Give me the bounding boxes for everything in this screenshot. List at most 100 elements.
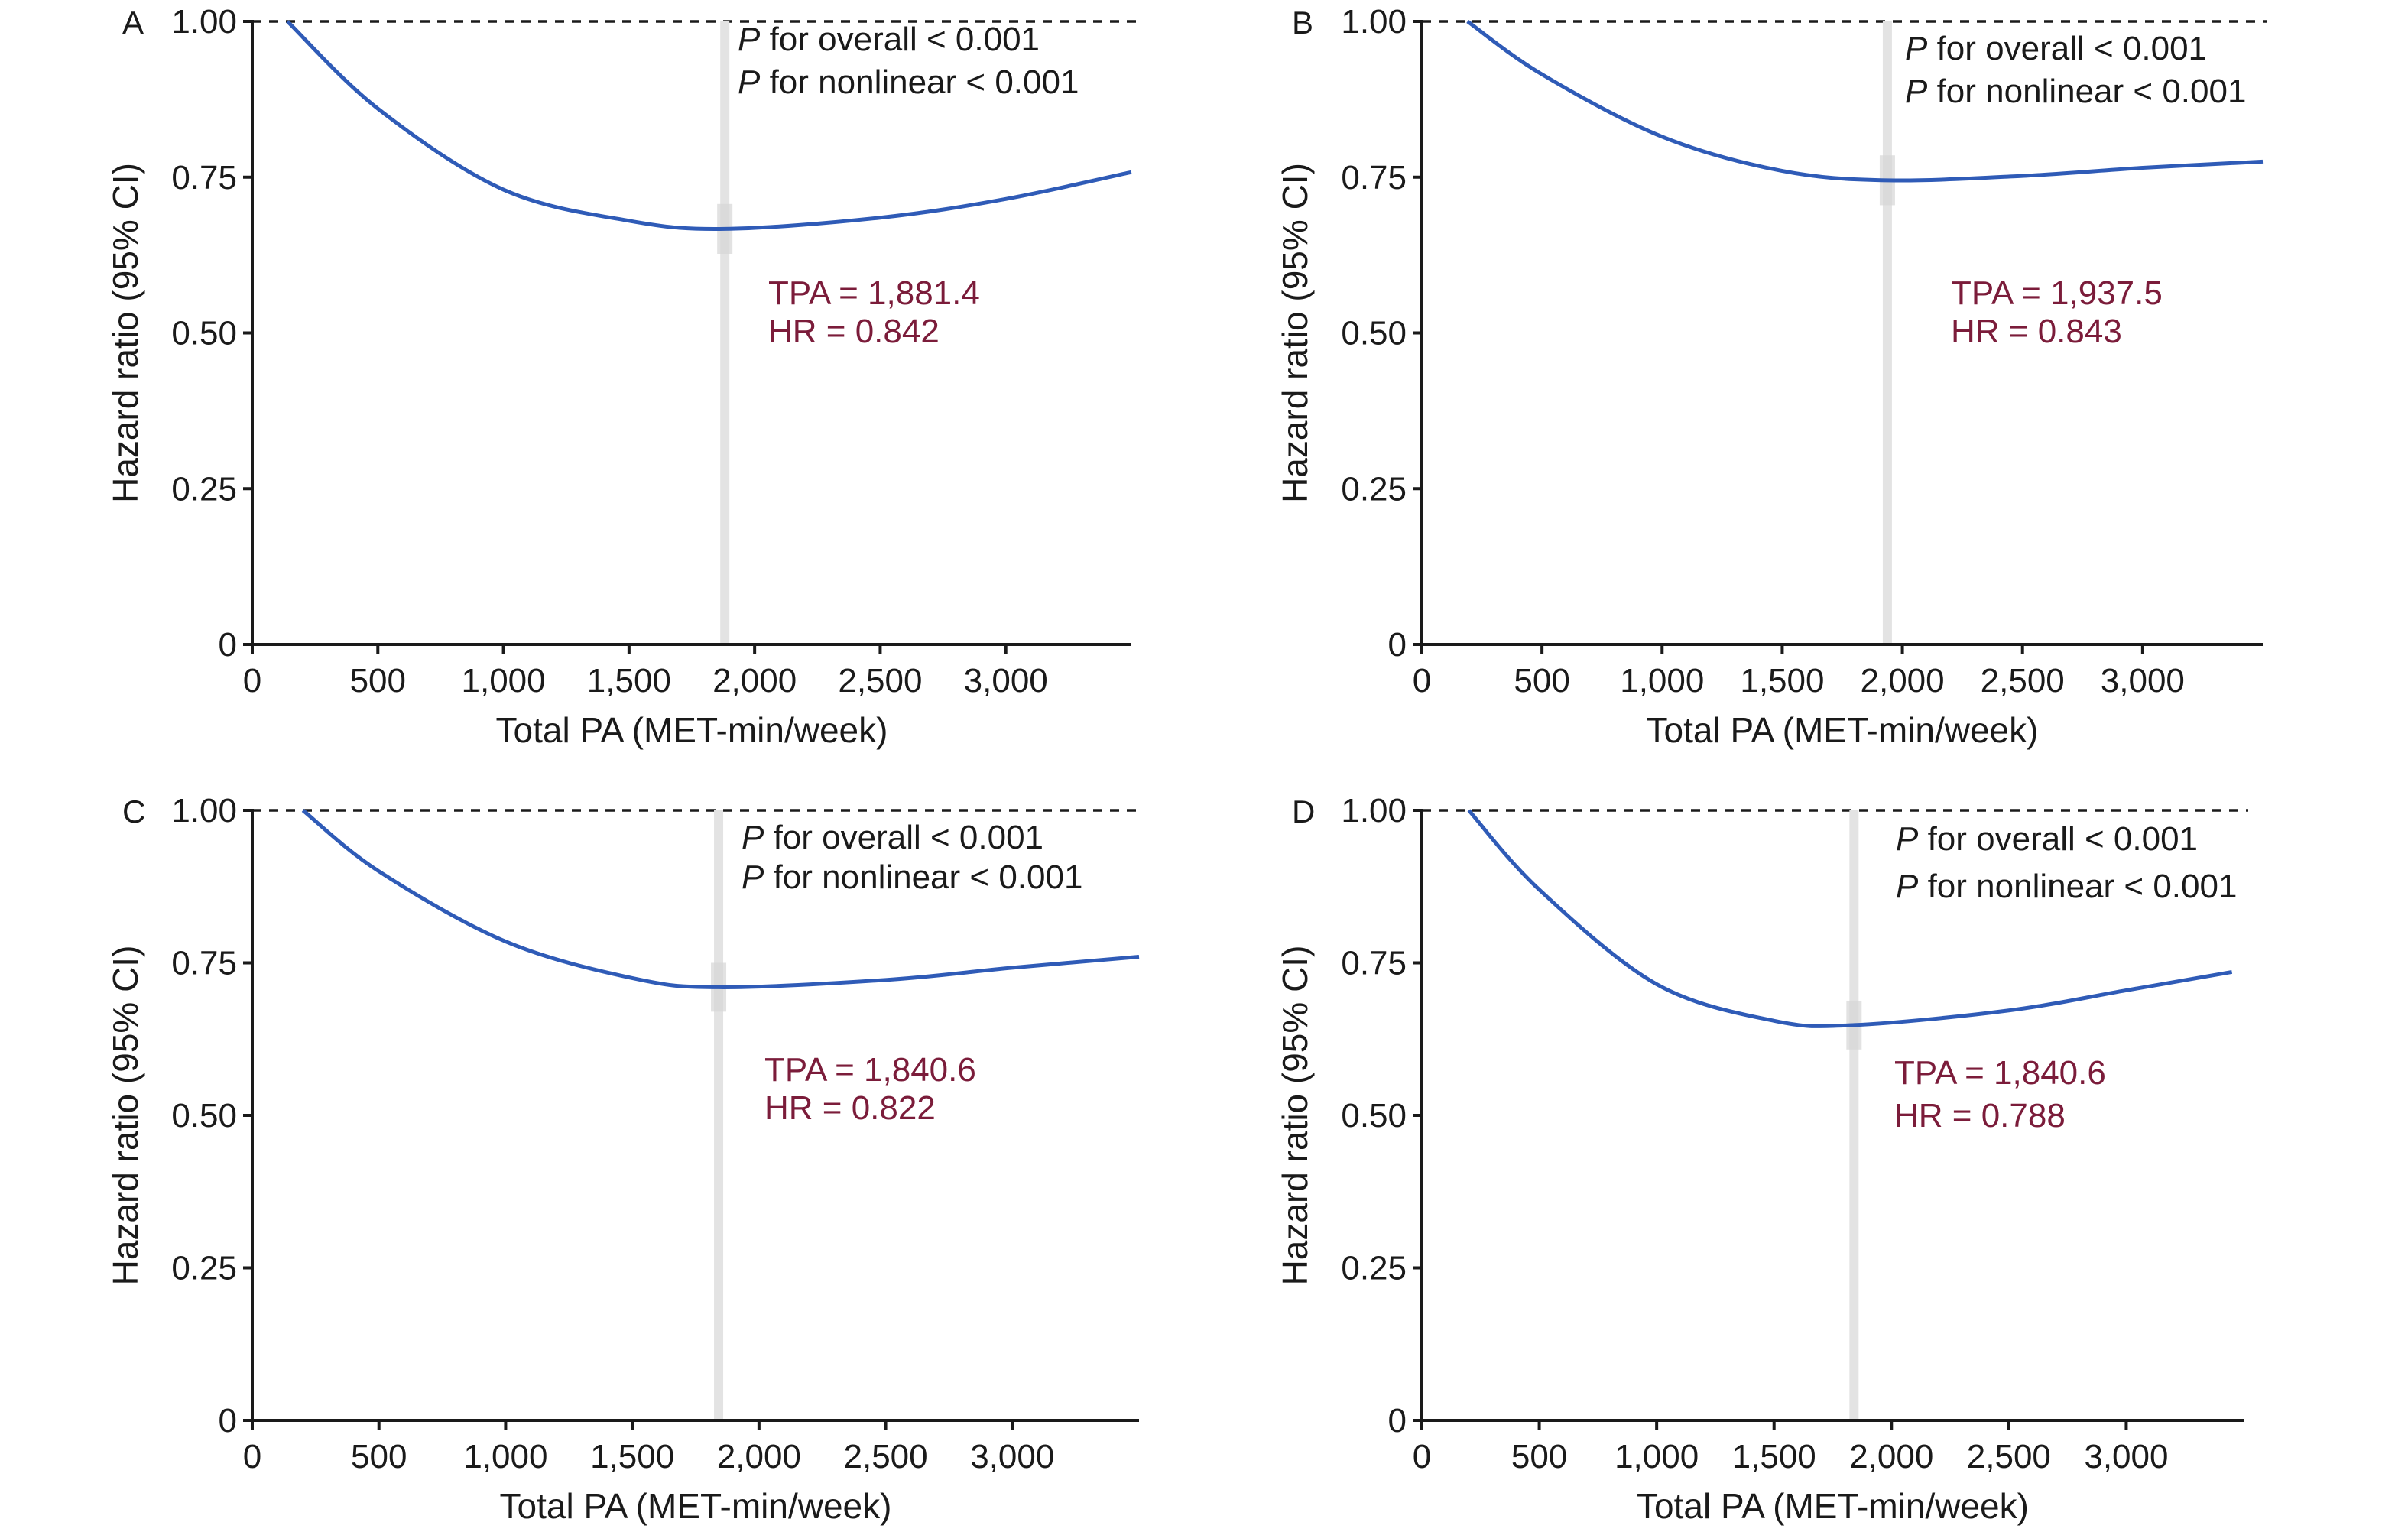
- y-tick-label: 1.00: [171, 3, 237, 41]
- tpa-annotation: TPA = 1,937.5: [1951, 274, 2163, 312]
- x-axis-label: Total PA (MET-min/week): [496, 710, 888, 750]
- x-axis-label: Total PA (MET-min/week): [1647, 710, 2039, 750]
- y-tick-label: 0.25: [1341, 470, 1407, 508]
- x-tick-label: 2,000: [1849, 1438, 1933, 1475]
- hr-annotation: HR = 0.788: [1894, 1097, 2066, 1134]
- y-tick-label: 1.00: [171, 792, 237, 829]
- x-tick-label: 1,500: [587, 662, 671, 699]
- p-text: for nonlinear < 0.001: [1927, 73, 2246, 110]
- tpa-annotation: TPA = 1,840.6: [1894, 1054, 2106, 1092]
- tpa-annotation: TPA = 1,840.6: [764, 1051, 976, 1089]
- p-nonlinear-text: P for nonlinear < 0.001: [1896, 868, 2237, 905]
- x-tick-label: 3,000: [2101, 662, 2185, 699]
- x-tick-label: 3,000: [2084, 1438, 2168, 1475]
- y-tick-label: 1.00: [1341, 792, 1407, 829]
- x-tick-label: 500: [1514, 662, 1569, 699]
- panel-b: 0 0.25 0.50 0.75 1.00 0 500 1,000 1,500 2,000 2,50…: [1275, 3, 2267, 750]
- x-tick-label: 2,000: [712, 662, 797, 699]
- hazard-ratio-curve: [1467, 809, 2233, 1028]
- x-tick-label: 1,500: [590, 1438, 674, 1475]
- x-tick-label: 0: [1413, 1438, 1431, 1475]
- p-text: for nonlinear < 0.001: [760, 63, 1079, 101]
- x-tick-label: 500: [350, 662, 406, 699]
- p-symbol: P: [1896, 868, 1919, 905]
- x-tick-label: 2,500: [1981, 662, 2065, 699]
- p-text: for nonlinear < 0.001: [1918, 868, 2237, 905]
- panel-letter: A: [122, 5, 144, 41]
- panel-letter: B: [1292, 5, 1313, 41]
- y-tick-label: 0.50: [171, 1097, 237, 1134]
- x-tick-label: 2,500: [838, 662, 922, 699]
- p-overall-text: P for overall < 0.001: [1905, 30, 2207, 67]
- x-tick-label: 1,000: [1615, 1438, 1699, 1475]
- p-overall-text: P for overall < 0.001: [742, 819, 1043, 856]
- p-symbol: P: [742, 859, 764, 896]
- y-axis-label: Hazard ratio (95% CI): [1275, 946, 1315, 1286]
- x-tick-label: 500: [1511, 1438, 1567, 1475]
- x-tick-label: 0: [243, 662, 261, 699]
- x-tick-label: 3,000: [964, 662, 1048, 699]
- x-axis-label: Total PA (MET-min/week): [1637, 1486, 2029, 1526]
- y-tick-label: 0: [1388, 1402, 1407, 1439]
- x-tick-label: 0: [243, 1438, 261, 1475]
- x-tick-label: 2,500: [1967, 1438, 2051, 1475]
- y-tick-label: 0.25: [171, 470, 237, 508]
- panel-c: 0 0.25 0.50 0.75 1.00 0 500 1,000 1,500 2,000 2,50…: [105, 792, 1144, 1526]
- p-text: for nonlinear < 0.001: [764, 859, 1082, 896]
- y-tick-label: 0: [219, 626, 237, 664]
- y-tick-label: 0.50: [171, 315, 237, 352]
- x-tick-label: 1,000: [463, 1438, 547, 1475]
- y-tick-label: 1.00: [1341, 3, 1407, 41]
- p-overall-text: P for overall < 0.001: [1896, 820, 2198, 858]
- p-overall-text: P for overall < 0.001: [738, 21, 1040, 58]
- p-text: for overall < 0.001: [1927, 30, 2207, 67]
- y-axis-label: Hazard ratio (95% CI): [105, 163, 145, 503]
- y-axis-label: Hazard ratio (95% CI): [1275, 163, 1315, 503]
- y-tick-label: 0.75: [171, 945, 237, 982]
- hazard-ratio-curve: [301, 809, 1140, 989]
- y-tick-label: 0: [1388, 626, 1407, 664]
- p-symbol: P: [738, 63, 761, 101]
- p-nonlinear-text: P for nonlinear < 0.001: [742, 859, 1082, 896]
- x-tick-label: 1,500: [1740, 662, 1824, 699]
- p-nonlinear-text: P for nonlinear < 0.001: [1905, 73, 2246, 110]
- p-text: for overall < 0.001: [764, 819, 1043, 856]
- panel-letter: C: [122, 794, 145, 829]
- x-tick-label: 1,000: [1620, 662, 1704, 699]
- y-tick-label: 0.50: [1341, 315, 1407, 352]
- hr-annotation: HR = 0.822: [764, 1089, 936, 1127]
- x-tick-label: 500: [351, 1438, 407, 1475]
- x-tick-label: 2,000: [1861, 662, 1945, 699]
- x-tick-label: 1,500: [1732, 1438, 1816, 1475]
- y-tick-label: 0.25: [171, 1250, 237, 1287]
- y-tick-label: 0.75: [171, 159, 237, 196]
- panel-d: 0 0.25 0.50 0.75 1.00 0 500 1,000 1,500 2,000 2,50…: [1275, 792, 2248, 1526]
- y-tick-label: 0: [219, 1402, 237, 1439]
- x-tick-label: 2,500: [844, 1438, 928, 1475]
- p-text: for overall < 0.001: [760, 21, 1040, 58]
- p-text: for overall < 0.001: [1918, 820, 2198, 858]
- hazard-ratio-curve: [286, 20, 1132, 231]
- y-tick-label: 0.25: [1341, 1250, 1407, 1287]
- p-symbol: P: [738, 21, 761, 58]
- p-nonlinear-text: P for nonlinear < 0.001: [738, 63, 1079, 101]
- x-axis-label: Total PA (MET-min/week): [500, 1486, 892, 1526]
- hr-annotation: HR = 0.842: [768, 313, 940, 350]
- panel-a: 0 0.25 0.50 0.75 1.00 0 500 1,000 1,500 2,000 2,50…: [105, 3, 1136, 750]
- p-symbol: P: [1896, 820, 1919, 858]
- y-tick-label: 0.75: [1341, 159, 1407, 196]
- x-tick-label: 0: [1413, 662, 1431, 699]
- hazard-ratio-curve: [1466, 19, 2264, 183]
- x-tick-label: 2,000: [717, 1438, 801, 1475]
- p-symbol: P: [1905, 73, 1928, 110]
- tpa-annotation: TPA = 1,881.4: [768, 274, 980, 312]
- hr-annotation: HR = 0.843: [1951, 313, 2122, 350]
- p-symbol: P: [742, 819, 764, 856]
- x-tick-label: 3,000: [970, 1438, 1054, 1475]
- y-tick-label: 0.75: [1341, 945, 1407, 982]
- y-tick-label: 0.50: [1341, 1097, 1407, 1134]
- p-symbol: P: [1905, 30, 1928, 67]
- x-tick-label: 1,000: [462, 662, 546, 699]
- panel-letter: D: [1292, 794, 1315, 829]
